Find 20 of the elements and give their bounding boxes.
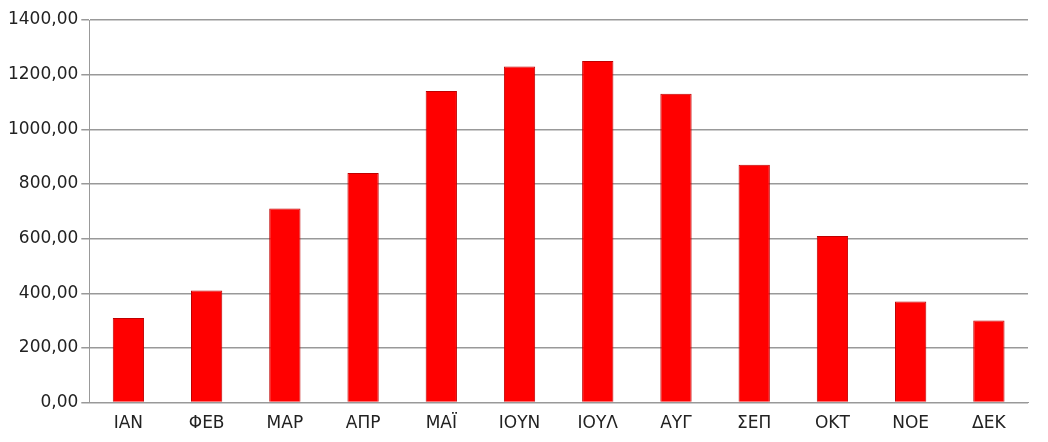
- x-tick-label: ΙΟΥΛ: [577, 412, 619, 433]
- x-tick-label: ΦΕΒ: [188, 412, 225, 433]
- y-tick-label: 1400,00: [7, 8, 79, 29]
- x-tick-label: ΑΥΓ: [660, 412, 693, 433]
- x-tick-label: ΔΕΚ: [972, 412, 1007, 433]
- x-tick-label: ΟΚΤ: [814, 412, 851, 433]
- x-tick-label: ΜΑΪ: [425, 412, 457, 433]
- x-tick-label: ΝΟΕ: [892, 412, 930, 433]
- x-tick-label: ΣΕΠ: [737, 412, 772, 433]
- x-tick-label: ΜΑΡ: [266, 412, 304, 433]
- y-tick-label: 400,00: [18, 281, 79, 302]
- x-tick-label: ΑΠΡ: [345, 412, 381, 433]
- y-tick-label: 0,00: [40, 391, 79, 412]
- y-tick-label: 600,00: [18, 227, 79, 248]
- y-tick-label: 1200,00: [7, 63, 79, 84]
- y-tick-label: 200,00: [18, 336, 79, 357]
- x-tick-label: ΙΟΥΝ: [498, 412, 541, 433]
- y-tick-label: 800,00: [18, 172, 79, 193]
- x-tick-label: ΙΑΝ: [113, 412, 144, 433]
- y-tick-label: 1000,00: [7, 117, 79, 138]
